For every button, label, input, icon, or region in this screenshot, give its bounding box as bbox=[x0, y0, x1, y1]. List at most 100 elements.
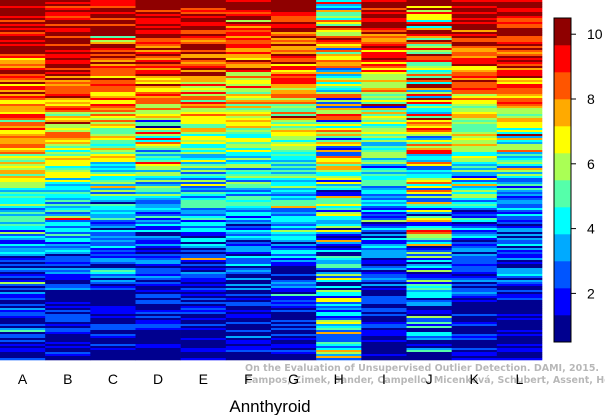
heatmap-cell bbox=[225, 32, 272, 35]
heatmap-cell bbox=[225, 196, 272, 199]
heatmap-cell bbox=[225, 6, 272, 9]
heatmap-cell bbox=[180, 58, 227, 61]
heatmap-cell bbox=[180, 174, 227, 177]
heatmap-cell bbox=[225, 88, 272, 91]
heatmap-cell bbox=[135, 258, 181, 261]
heatmap-cell bbox=[496, 122, 543, 125]
heatmap-cell bbox=[451, 62, 498, 65]
heatmap-cell bbox=[0, 246, 46, 249]
heatmap-cell bbox=[451, 202, 498, 205]
heatmap-cell bbox=[451, 196, 498, 199]
heatmap-cell bbox=[180, 112, 227, 115]
heatmap-cell bbox=[225, 90, 272, 93]
heatmap-cell bbox=[0, 186, 46, 189]
heatmap-cell bbox=[496, 22, 543, 25]
heatmap-cell bbox=[316, 290, 362, 293]
x-tick-label-C: C bbox=[108, 371, 118, 387]
heatmap-cell bbox=[225, 128, 272, 131]
heatmap-cell bbox=[135, 12, 181, 15]
heatmap-cell bbox=[361, 16, 407, 19]
heatmap-cell bbox=[496, 34, 543, 37]
heatmap-cell bbox=[361, 220, 407, 223]
heatmap-cell bbox=[180, 108, 227, 111]
heatmap-cell bbox=[0, 0, 46, 3]
heatmap-cell bbox=[496, 192, 543, 195]
heatmap-cell bbox=[225, 160, 272, 163]
heatmap-cell bbox=[0, 316, 46, 319]
heatmap-cell bbox=[135, 156, 181, 159]
heatmap-cell bbox=[316, 312, 362, 315]
heatmap-cell bbox=[180, 62, 227, 65]
heatmap-column-K bbox=[451, 0, 498, 361]
heatmap-cell bbox=[361, 212, 407, 215]
heatmap-cell bbox=[316, 32, 362, 35]
heatmap-cell bbox=[90, 120, 136, 123]
heatmap-cell bbox=[0, 34, 46, 37]
heatmap-cell bbox=[0, 18, 46, 21]
heatmap-cell bbox=[180, 168, 227, 171]
heatmap-cell bbox=[90, 326, 136, 329]
heatmap-cell bbox=[45, 164, 91, 167]
heatmap-cell bbox=[45, 146, 91, 149]
heatmap-cell bbox=[0, 308, 46, 311]
colorbar-segment bbox=[554, 261, 571, 289]
heatmap-cell bbox=[406, 316, 452, 319]
heatmap-cell bbox=[361, 224, 407, 227]
heatmap-cell bbox=[406, 92, 452, 95]
heatmap-cell bbox=[180, 238, 227, 241]
heatmap-cell bbox=[406, 304, 452, 307]
heatmap-cell bbox=[496, 304, 543, 307]
heatmap-cell bbox=[406, 204, 452, 207]
heatmap-cell bbox=[316, 270, 362, 273]
heatmap-cell bbox=[180, 334, 227, 337]
heatmap-cell bbox=[90, 160, 136, 163]
heatmap-cell bbox=[225, 18, 272, 21]
heatmap-cell bbox=[316, 238, 362, 241]
heatmap-cell bbox=[45, 34, 91, 37]
heatmap-cell bbox=[271, 0, 317, 3]
heatmap-cell bbox=[451, 212, 498, 215]
heatmap-cell bbox=[451, 244, 498, 247]
heatmap-cell bbox=[225, 286, 272, 289]
heatmap-cell bbox=[135, 92, 181, 95]
heatmap-cell bbox=[45, 138, 91, 141]
heatmap-cell bbox=[180, 336, 227, 339]
heatmap-cell bbox=[45, 86, 91, 89]
heatmap-cell bbox=[271, 86, 317, 89]
heatmap-cell bbox=[271, 14, 317, 17]
heatmap-cell bbox=[496, 288, 543, 291]
heatmap-cell bbox=[135, 214, 181, 217]
heatmap-cell bbox=[180, 332, 227, 335]
heatmap-cell bbox=[406, 64, 452, 67]
heatmap-cell bbox=[45, 224, 91, 227]
heatmap-cell bbox=[451, 114, 498, 117]
heatmap-cell bbox=[406, 280, 452, 283]
heatmap-cell bbox=[271, 150, 317, 153]
heatmap-cell bbox=[45, 60, 91, 63]
heatmap-cell bbox=[180, 172, 227, 175]
heatmap-cell bbox=[0, 142, 46, 145]
heatmap-cell bbox=[180, 126, 227, 129]
heatmap-cell bbox=[496, 118, 543, 121]
heatmap-cell bbox=[271, 76, 317, 79]
heatmap-cell bbox=[406, 224, 452, 227]
heatmap-cell bbox=[180, 60, 227, 63]
heatmap-cell bbox=[316, 322, 362, 325]
heatmap-cell bbox=[135, 168, 181, 171]
heatmap-cell bbox=[496, 236, 543, 239]
heatmap-cell bbox=[406, 164, 452, 167]
heatmap-cell bbox=[0, 2, 46, 5]
heatmap-cell bbox=[180, 178, 227, 181]
heatmap-cell bbox=[45, 186, 91, 189]
heatmap-cell bbox=[45, 260, 91, 263]
heatmap-cell bbox=[180, 54, 227, 57]
heatmap-cell bbox=[135, 74, 181, 77]
heatmap-cell bbox=[361, 292, 407, 295]
heatmap-cell bbox=[451, 146, 498, 149]
heatmap-cell bbox=[45, 210, 91, 213]
heatmap-cell bbox=[451, 24, 498, 27]
heatmap-cell bbox=[361, 72, 407, 75]
heatmap-cell bbox=[45, 232, 91, 235]
heatmap-cell bbox=[90, 276, 136, 279]
heatmap-cell bbox=[90, 92, 136, 95]
